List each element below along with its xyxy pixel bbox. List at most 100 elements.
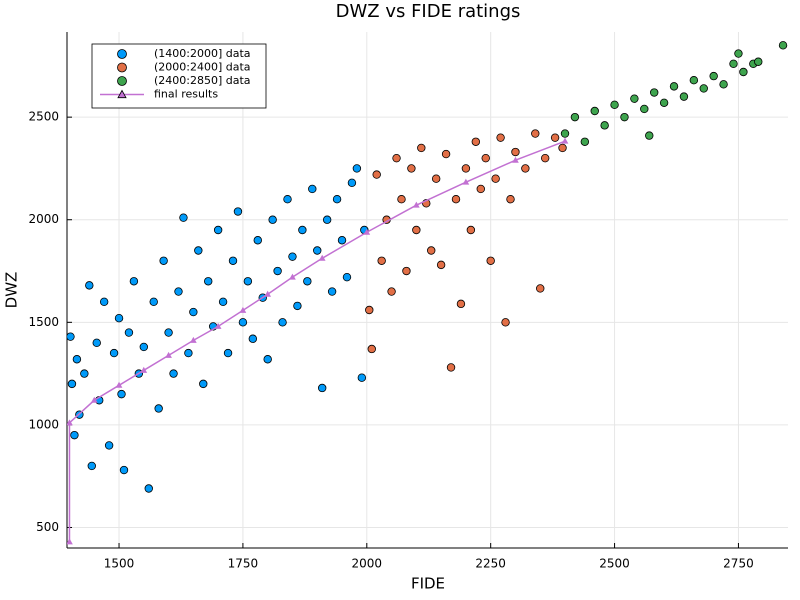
point — [441, 149, 451, 159]
point — [169, 369, 178, 378]
point — [558, 143, 567, 153]
point — [129, 277, 139, 286]
point — [372, 170, 381, 179]
x-axis-label: FIDE — [411, 575, 445, 593]
y-axis-label: DWZ — [3, 272, 21, 309]
legend-marker — [117, 62, 127, 73]
point — [630, 94, 639, 103]
legend-label: final results — [154, 88, 218, 101]
y-tick-label: 2500 — [28, 110, 59, 124]
point — [540, 153, 550, 163]
point — [233, 207, 243, 216]
point — [580, 137, 590, 146]
point — [322, 215, 332, 224]
point — [511, 147, 520, 157]
point — [313, 246, 322, 255]
point — [521, 164, 530, 173]
x-tick-label: 1750 — [228, 557, 259, 571]
point — [70, 430, 79, 440]
point — [109, 348, 119, 358]
point — [709, 71, 718, 81]
legend-label: (2400:2850] data — [154, 74, 251, 87]
point — [590, 106, 599, 116]
point — [239, 306, 247, 313]
point — [347, 178, 357, 187]
point — [699, 84, 708, 93]
x-tick-label: 1500 — [104, 557, 135, 571]
point — [228, 256, 238, 265]
point — [80, 369, 89, 378]
point — [214, 322, 222, 329]
point — [466, 225, 476, 235]
point — [342, 272, 352, 282]
point — [620, 112, 629, 122]
point — [412, 225, 421, 235]
point — [67, 379, 77, 389]
point — [248, 334, 258, 343]
point — [377, 256, 386, 265]
y-tick-label: 1000 — [28, 417, 59, 431]
point — [407, 164, 416, 173]
point — [263, 355, 272, 364]
point — [512, 156, 519, 163]
point — [496, 133, 505, 142]
point — [164, 328, 173, 337]
point — [397, 195, 406, 204]
point — [689, 76, 699, 85]
point — [67, 419, 73, 426]
point — [213, 225, 223, 235]
point — [413, 201, 420, 208]
point — [289, 273, 296, 280]
chart-title: DWZ vs FIDE ratings — [336, 1, 521, 22]
point — [640, 104, 649, 114]
point — [645, 131, 654, 140]
point — [303, 277, 312, 286]
point — [174, 287, 183, 296]
legend-label: (1400:2000] data — [154, 47, 251, 60]
point — [298, 225, 307, 235]
point — [481, 153, 490, 163]
point — [273, 266, 282, 276]
point — [278, 318, 287, 327]
point — [679, 92, 689, 101]
point — [471, 137, 481, 146]
point — [189, 307, 198, 317]
point — [462, 178, 470, 185]
point — [754, 57, 763, 66]
point — [268, 215, 277, 224]
legend-marker — [117, 89, 127, 99]
point — [491, 174, 500, 183]
point — [367, 344, 376, 354]
point — [114, 314, 124, 323]
x-tick-label: 2000 — [352, 557, 383, 571]
point — [190, 336, 197, 343]
point — [600, 121, 609, 130]
point — [427, 246, 436, 255]
point — [501, 318, 510, 327]
point — [436, 260, 446, 270]
point — [669, 82, 679, 91]
point — [90, 396, 98, 403]
point — [446, 363, 456, 372]
point — [104, 441, 114, 450]
y-tick-label: 2000 — [28, 212, 59, 226]
point — [308, 184, 317, 194]
point — [560, 129, 570, 138]
point — [139, 342, 149, 352]
x-tick-label: 2250 — [475, 557, 506, 571]
point — [536, 284, 545, 293]
point — [67, 538, 73, 545]
point — [140, 366, 148, 373]
point — [243, 277, 253, 286]
point — [199, 379, 208, 389]
point — [561, 137, 569, 144]
point — [149, 297, 158, 306]
point — [124, 328, 134, 337]
point — [451, 195, 461, 204]
point — [610, 100, 619, 110]
point — [238, 318, 248, 327]
point — [352, 164, 362, 173]
point — [194, 246, 203, 255]
point — [476, 184, 485, 194]
point — [223, 348, 233, 358]
